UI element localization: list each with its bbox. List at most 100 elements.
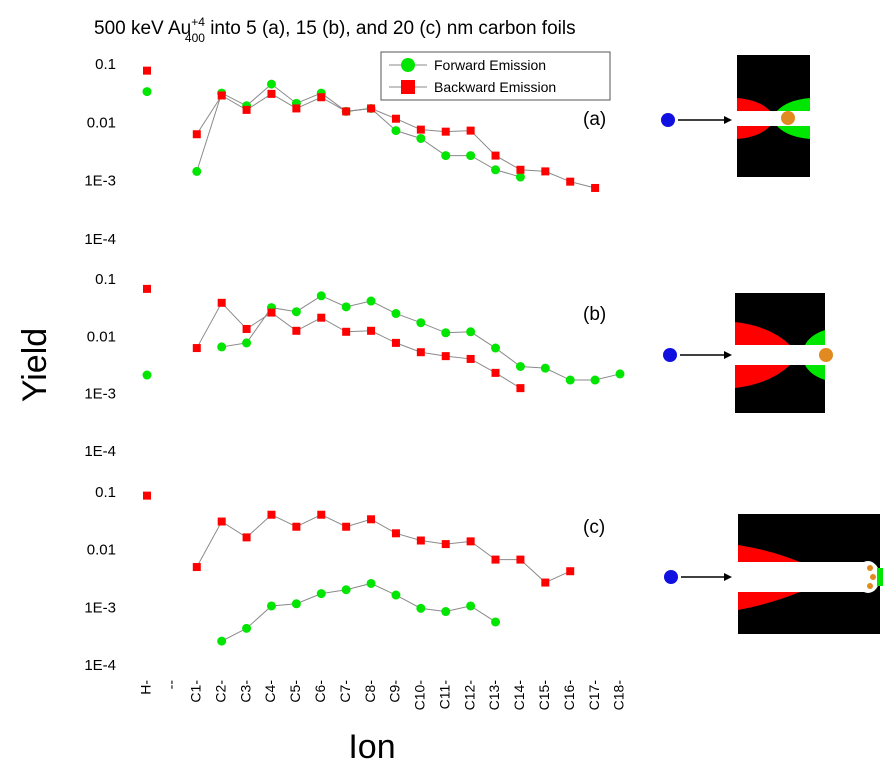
point	[416, 536, 425, 545]
x-tick-label: C10-	[412, 680, 428, 711]
y-tick-label: 1E-4	[84, 443, 116, 460]
x-tick-label: C2-	[212, 680, 228, 703]
y-tick-label: 1E-3	[84, 599, 116, 616]
point	[143, 284, 151, 293]
point	[590, 375, 600, 385]
x-tick-label: C16-	[561, 680, 577, 711]
y-tick-label: 1E-3	[84, 173, 116, 190]
diagram-b	[663, 293, 833, 413]
x-tick-label: --	[163, 680, 179, 690]
point	[291, 599, 301, 609]
point	[316, 291, 326, 301]
y-tick-label: 0.1	[95, 484, 116, 501]
point	[267, 89, 276, 98]
point	[217, 636, 227, 646]
x-tick-label: C12-	[461, 680, 477, 711]
legend-label: Forward Emission	[434, 57, 546, 73]
x-tick-label: C1-	[187, 680, 203, 703]
x-tick-label: C11-	[436, 680, 452, 710]
x-tick-label: C6-	[312, 680, 328, 703]
point	[491, 617, 501, 627]
point	[541, 578, 550, 587]
point	[391, 309, 401, 319]
point	[515, 172, 525, 182]
point	[441, 151, 451, 161]
x-tick-label: C3-	[237, 680, 253, 703]
point	[317, 93, 326, 102]
x-tick-label: C17-	[586, 680, 602, 711]
point	[317, 510, 326, 519]
point	[342, 327, 351, 336]
point	[366, 578, 376, 588]
point	[317, 313, 326, 322]
point	[242, 338, 252, 348]
point	[491, 151, 500, 160]
point	[540, 363, 550, 373]
point	[491, 165, 501, 175]
point	[266, 79, 276, 89]
legend-marker	[401, 58, 415, 72]
point	[192, 344, 201, 353]
point	[416, 348, 425, 357]
point	[142, 370, 152, 380]
point	[516, 555, 525, 564]
point	[367, 515, 376, 524]
point	[242, 105, 251, 114]
point	[266, 601, 276, 611]
point	[341, 302, 351, 312]
point	[142, 87, 152, 97]
point	[242, 324, 251, 333]
point	[416, 603, 426, 613]
point	[391, 529, 400, 538]
figure-title: 500 keV Au+4 400 into 5 (a), 15 (b), and …	[94, 15, 576, 45]
panel-label: (b)	[583, 304, 606, 325]
series-line	[221, 582, 496, 642]
point	[441, 127, 450, 136]
point	[292, 522, 301, 531]
diagram-a	[661, 55, 810, 177]
point	[143, 66, 151, 75]
point	[566, 567, 575, 576]
y-axis-label: Yield	[16, 328, 54, 402]
point	[292, 104, 301, 113]
panel-label: (a)	[583, 109, 606, 130]
point	[515, 361, 525, 371]
point	[242, 623, 252, 633]
point	[367, 326, 376, 335]
point	[391, 126, 401, 136]
point	[466, 354, 475, 363]
point	[466, 537, 475, 546]
x-tick-label: H-	[138, 680, 154, 695]
point	[192, 563, 201, 572]
point	[466, 151, 476, 161]
y-tick-label: 0.01	[87, 328, 116, 345]
diagram-c	[664, 514, 883, 634]
point	[516, 165, 525, 174]
x-tick-label: C9-	[387, 680, 403, 703]
point	[416, 318, 426, 328]
point	[367, 104, 376, 113]
point	[316, 589, 326, 599]
x-tick-label: C15-	[536, 680, 552, 711]
point	[416, 133, 426, 143]
y-tick-label: 0.01	[87, 114, 116, 131]
y-tick-label: 0.1	[95, 56, 116, 73]
point	[516, 384, 525, 393]
point	[441, 352, 450, 361]
panel-label: (c)	[583, 517, 605, 538]
point	[566, 177, 575, 186]
point	[491, 368, 500, 377]
point	[565, 375, 575, 385]
point	[192, 130, 201, 139]
point	[342, 107, 351, 116]
x-tick-label: C14-	[511, 680, 527, 711]
point	[441, 607, 451, 617]
x-tick-label: C7-	[337, 680, 353, 703]
y-tick-label: 0.1	[95, 271, 116, 288]
y-tick-label: 1E-4	[84, 231, 116, 248]
point	[615, 369, 625, 379]
point	[192, 166, 202, 176]
point	[416, 125, 425, 134]
point	[391, 114, 400, 123]
series-line	[196, 514, 571, 584]
